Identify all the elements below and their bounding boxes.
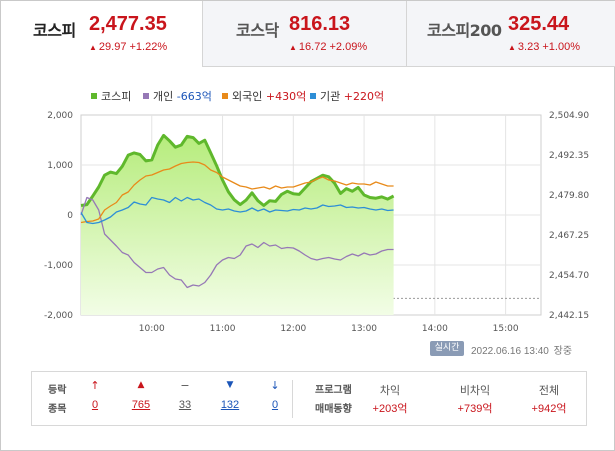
program-label-1: 프로그램 (315, 385, 352, 396)
legend-swatch-2 (222, 93, 228, 99)
x-tick-label: 13:00 (351, 324, 377, 334)
upper-limit-count[interactable]: 0 (91, 399, 99, 411)
chart-series (80, 133, 395, 315)
kospi-area (81, 135, 394, 315)
legend-label-1: 개인 -663억 (153, 90, 212, 103)
legend-label-3: 기관 +220억 (320, 90, 384, 103)
program-label-2: 매매동향 (315, 404, 352, 415)
fall-icon: ▼ (226, 380, 234, 390)
y-right-tick-label: 2,504.90 (549, 111, 589, 121)
legend-swatch-1 (143, 93, 149, 99)
tab-kospi200[interactable]: 코스피200 325.44 ▲ 3.23 +1.00% (406, 1, 615, 67)
index-value: 325.44 (508, 13, 570, 35)
market-breadth-panel: 등락 종목 ↑ 0 ▲ 765 − 33 ▼ 132 ↓ 0 프로그램 매매동향… (31, 371, 587, 426)
legend-swatch-0 (91, 93, 97, 99)
market-state: 장중 (553, 346, 573, 357)
total-head: 전체 (538, 384, 560, 397)
non-arbitrage-head: 비차익 (459, 384, 491, 397)
up-arrow-icon: ▲ (289, 43, 297, 52)
tab-name: 코스닥 (236, 21, 279, 40)
rise-count[interactable]: 765 (131, 399, 151, 411)
legend-label-2: 외국인 +430억 (232, 90, 306, 103)
arbitrage-head: 차익 (379, 384, 401, 397)
change-text: 16.72 +2.09% (298, 41, 368, 53)
y-right-tick-label: 2,492.35 (549, 151, 589, 161)
index-value: 2,477.35 (89, 13, 167, 35)
lower-limit-count[interactable]: 0 (271, 399, 279, 411)
y-right-tick-label: 2,467.25 (549, 231, 589, 241)
intraday-chart: 코스피 개인 -663억 외국인 +430억 기관 +220억 10:00 11:00 1… (44, 90, 589, 334)
individual-line (80, 196, 394, 289)
y-left-tick-label: -2,000 (44, 311, 73, 321)
unchanged-count[interactable]: 33 (178, 399, 192, 411)
chart-legend: 코스피 개인 -663억 외국인 +430억 기관 +220억 (91, 90, 384, 103)
timestamp: 2022.06.16 13:40 장중 (471, 342, 572, 357)
legend-swatch-3 (310, 93, 316, 99)
y-left-tick-label: 0 (67, 211, 73, 221)
y-left-tick-label: 2,000 (47, 111, 73, 121)
index-change: ▲ 16.72 +2.09% (289, 41, 367, 53)
breadth-label-2: 종목 (48, 404, 67, 415)
y-left-tick-label: -1,000 (44, 261, 73, 271)
y-right-tick-label: 2,454.70 (549, 271, 589, 281)
foreign-line (80, 161, 394, 224)
tab-name: 코스피 (33, 21, 76, 40)
chart-axes: 10:00 11:00 12:00 13:00 14:00 15:00 2,000 1,000… (44, 111, 589, 334)
upper-limit-icon: ↑ (90, 379, 100, 392)
y-right-tick-label: 2,479.80 (549, 191, 589, 201)
x-tick-label: 10:00 (139, 324, 165, 334)
panel-divider (292, 380, 293, 418)
x-tick-label: 15:00 (493, 324, 519, 334)
y-right-tick-label: 2,442.15 (549, 311, 589, 321)
rise-icon: ▲ (137, 380, 145, 390)
arbitrage-value: +203억 (372, 403, 408, 415)
lower-limit-icon: ↓ (270, 379, 280, 392)
unchanged-icon: − (180, 379, 190, 392)
x-tick-label: 12:00 (280, 324, 306, 334)
fall-count[interactable]: 132 (220, 399, 240, 411)
up-arrow-icon: ▲ (508, 43, 516, 52)
tab-kospi[interactable]: 코스피 2,477.35 ▲ 29.97 +1.22% (1, 1, 202, 67)
change-text: 29.97 +1.22% (98, 41, 168, 53)
up-arrow-icon: ▲ (89, 43, 97, 52)
index-change: ▲ 3.23 +1.00% (508, 41, 580, 53)
legend-label-0: 코스피 (101, 90, 131, 103)
realtime-button[interactable]: 실시간 (430, 341, 464, 356)
x-tick-label: 11:00 (210, 324, 236, 334)
change-text: 3.23 +1.00% (517, 41, 581, 53)
index-value: 816.13 (289, 13, 351, 35)
timestamp-text: 2022.06.16 13:40 (471, 346, 549, 357)
non-arbitrage-value: +739억 (457, 403, 493, 415)
tab-name: 코스피200 (427, 21, 502, 40)
y-left-tick-label: 1,000 (47, 161, 73, 171)
tab-kosdaq[interactable]: 코스닥 816.13 ▲ 16.72 +2.09% (202, 1, 406, 67)
index-tabs: 코스피 2,477.35 ▲ 29.97 +1.22% 코스닥 816.13 ▲ 1… (1, 1, 615, 67)
breadth-label-1: 등락 (48, 385, 67, 396)
kospi-line (80, 133, 395, 207)
index-change: ▲ 29.97 +1.22% (89, 41, 167, 53)
total-value: +942억 (531, 403, 567, 415)
institution-line (80, 196, 394, 225)
x-tick-label: 14:00 (422, 324, 448, 334)
